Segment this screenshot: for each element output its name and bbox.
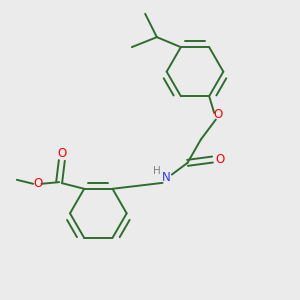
Text: H: H — [153, 166, 160, 176]
Text: O: O — [214, 108, 223, 121]
Text: O: O — [215, 153, 224, 166]
Text: O: O — [57, 147, 67, 160]
Text: O: O — [33, 177, 42, 190]
Text: N: N — [161, 171, 170, 184]
